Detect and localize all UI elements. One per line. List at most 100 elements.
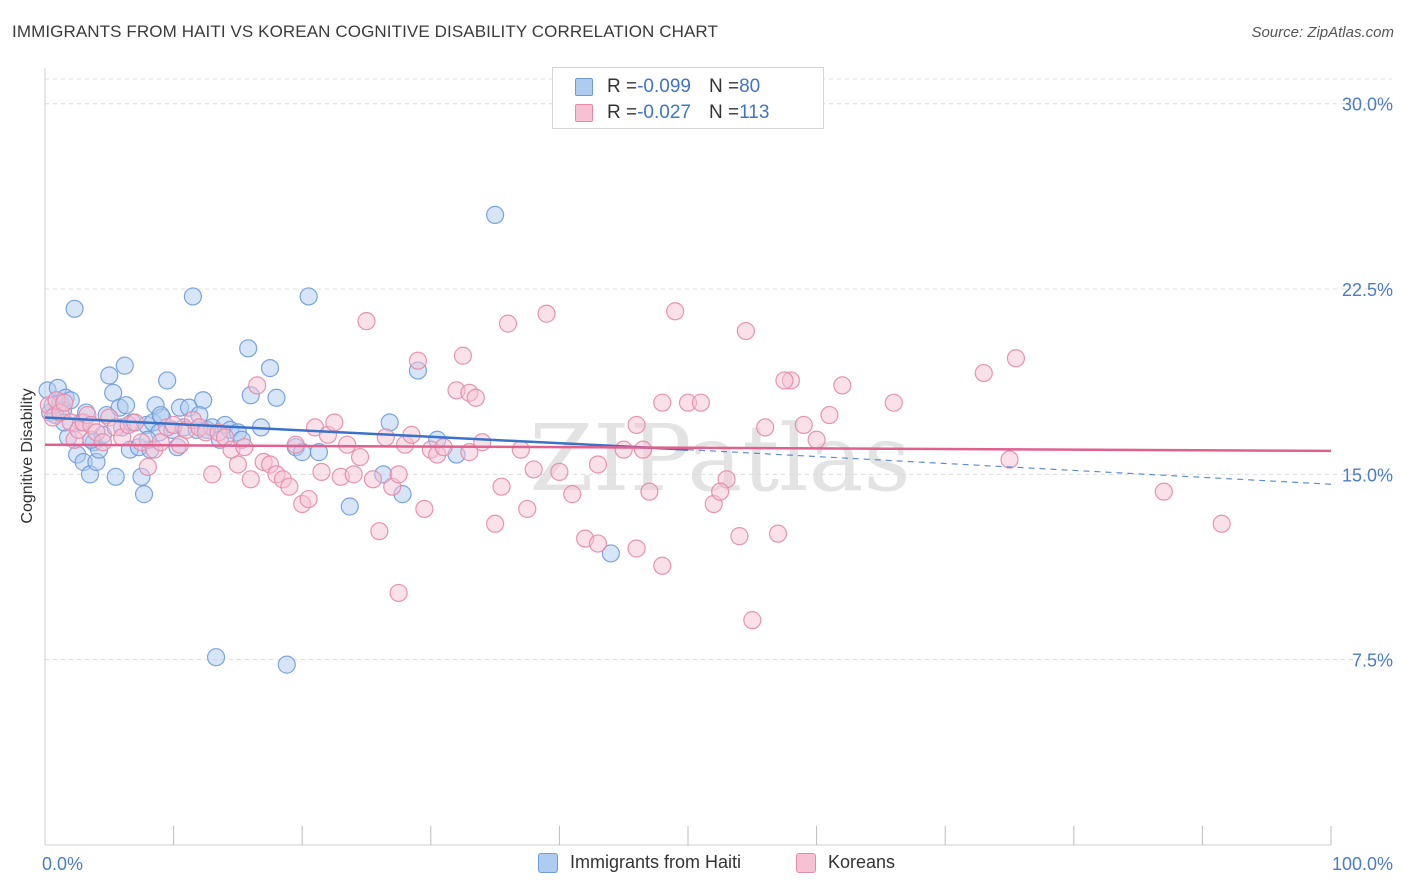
korean-point: [711, 482, 730, 501]
legend-item-haiti[interactable]: Immigrants from Haiti: [538, 852, 741, 873]
korean-point: [524, 460, 543, 479]
haiti-point: [206, 648, 226, 667]
korean-point: [518, 499, 537, 519]
haiti-point: [340, 497, 359, 516]
korean-point: [640, 482, 659, 501]
korean-point: [588, 455, 608, 474]
korean-point: [389, 465, 408, 484]
korean-point: [338, 435, 357, 454]
x-tick-label: 0.0%: [42, 854, 83, 874]
korean-point: [498, 314, 518, 333]
korean-point: [350, 447, 370, 467]
haiti-point: [380, 413, 399, 432]
haiti-point: [260, 359, 280, 378]
korean-point: [614, 440, 633, 459]
y-tick-label: 7.5%: [1352, 651, 1393, 671]
korean-point: [633, 440, 653, 459]
korean-legend-swatch: [796, 852, 816, 873]
y-tick-label: 15.0%: [1342, 465, 1393, 485]
haiti-point: [100, 366, 119, 385]
korean-point: [730, 527, 749, 546]
korean-point: [588, 534, 608, 553]
korean-point: [511, 440, 530, 459]
korean-point: [93, 433, 112, 452]
haiti-point: [65, 299, 84, 318]
korean-point: [794, 415, 813, 435]
korean-point: [55, 393, 74, 412]
n-label: N =: [708, 102, 740, 123]
legend-item-koreans[interactable]: Koreans: [796, 852, 895, 873]
haiti-point: [134, 485, 154, 504]
haiti-point: [267, 388, 286, 407]
y-tick-label: 30.0%: [1342, 95, 1393, 115]
korean-point: [833, 376, 852, 395]
haiti-swatch: [575, 78, 593, 96]
korean-point: [1000, 450, 1019, 469]
stats-legend-row-haiti: R = -0.099 N = 80: [575, 75, 760, 99]
haiti-point: [158, 371, 177, 390]
haiti-trend-line: [44, 416, 689, 451]
haiti-trend-extension: [687, 449, 1332, 485]
y-tick-label: 22.5%: [1342, 280, 1393, 300]
stats-legend-row-korean: R = -0.027 N = 113: [575, 101, 769, 125]
korean-point: [363, 470, 383, 489]
korean-point: [138, 457, 157, 477]
korean-point: [691, 393, 710, 412]
haiti-point: [115, 356, 134, 375]
korean-point: [820, 405, 839, 425]
korean-point: [389, 583, 408, 603]
korean-trend-line: [44, 443, 1332, 453]
x-tick-label: 100.0%: [1332, 854, 1393, 874]
n-value: 113: [739, 102, 770, 123]
korean-point: [974, 363, 993, 383]
r-label: R =: [607, 102, 638, 123]
korean-point: [376, 428, 395, 447]
korean-point: [563, 485, 582, 504]
korean-point: [357, 312, 376, 331]
korean-point: [1154, 482, 1173, 501]
korean-point: [627, 539, 646, 558]
tick-labels: 7.5% 15.0% 22.5% 30.0% 0.0% 100.0%: [42, 95, 1393, 874]
korean-point: [756, 418, 775, 437]
korean-point: [1006, 349, 1026, 368]
korean-point: [653, 393, 672, 412]
stats-legend: R = -0.099 N = 80 R = -0.027 N = 113: [552, 67, 824, 129]
haiti-point: [299, 287, 318, 306]
series-legend: Immigrants from Haiti Koreans: [0, 852, 1406, 878]
korean-point: [228, 455, 247, 474]
korean-point: [743, 611, 762, 630]
r-label: R =: [607, 76, 638, 97]
korean-point: [775, 371, 794, 390]
korean-point: [415, 499, 434, 519]
r-value: -0.027: [637, 102, 691, 123]
korean-point: [492, 477, 511, 496]
n-value: 80: [739, 76, 761, 97]
chart-source: Source: ZipAtlas.com: [1251, 24, 1394, 41]
korean-point: [344, 465, 363, 484]
korean-point: [466, 388, 485, 407]
haiti-legend-swatch: [538, 852, 558, 873]
korean-point: [370, 522, 389, 541]
korean-point: [325, 413, 344, 432]
korean-point: [653, 556, 672, 575]
haiti-point: [486, 205, 505, 225]
trend-lines: [44, 416, 1332, 485]
axes: [44, 68, 1332, 846]
haiti-point: [194, 391, 213, 410]
korean-point: [241, 470, 260, 489]
chart-title: IMMIGRANTS FROM HAITI VS KOREAN COGNITIV…: [12, 22, 718, 41]
korean-point: [280, 477, 299, 496]
haiti-point: [106, 467, 125, 486]
korean-swatch: [575, 104, 593, 122]
korean-point: [537, 304, 556, 323]
korean-point: [807, 430, 826, 449]
korean-point: [235, 438, 254, 457]
korean-point: [884, 393, 903, 412]
haiti-point: [277, 655, 296, 674]
korean-point: [1212, 514, 1231, 533]
korean-point: [736, 321, 755, 341]
haiti-point: [309, 443, 329, 462]
n-label: N =: [708, 76, 740, 97]
korean-point: [666, 302, 685, 321]
